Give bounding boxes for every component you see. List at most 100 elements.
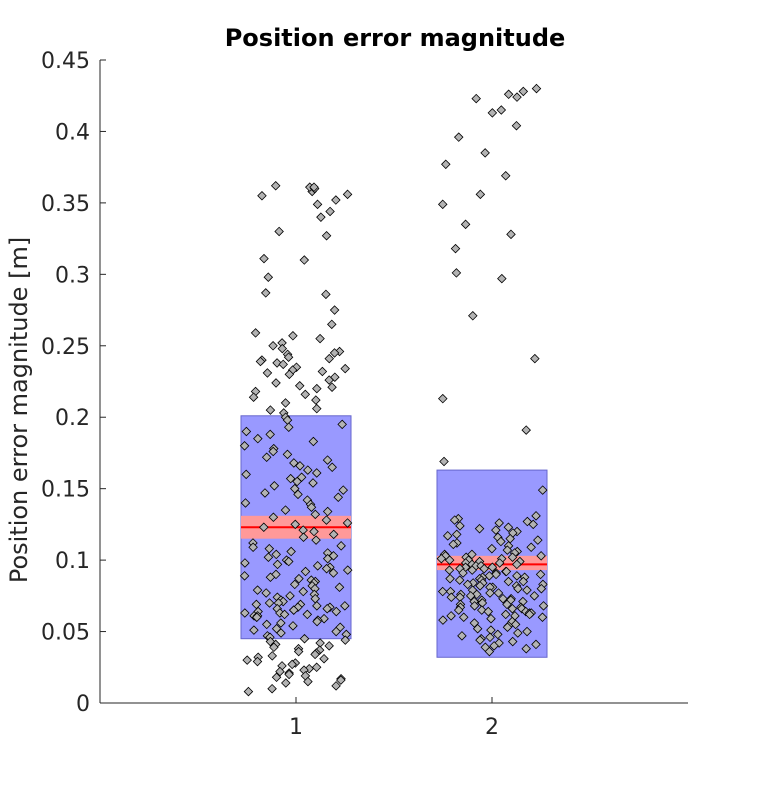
data-point-group-1 xyxy=(288,621,298,631)
data-point-group-2 xyxy=(485,588,495,598)
data-point-group-2 xyxy=(502,545,513,555)
data-point-group-1 xyxy=(267,683,277,694)
data-point-group-2 xyxy=(458,612,469,623)
data-point-group-1 xyxy=(299,255,310,265)
data-point-group-1 xyxy=(279,609,290,620)
data-point-group-1 xyxy=(334,582,345,593)
data-point-group-2 xyxy=(522,626,532,637)
data-point-group-1 xyxy=(289,458,299,468)
data-point-group-2 xyxy=(441,159,451,170)
data-point-group-1 xyxy=(284,422,294,432)
data-point-group-2 xyxy=(467,549,477,560)
data-point-group-2 xyxy=(522,585,532,595)
data-point-group-1 xyxy=(264,543,275,554)
data-point-group-2 xyxy=(487,562,498,573)
data-point-group-2 xyxy=(512,559,522,570)
data-point-group-2 xyxy=(453,132,464,142)
data-point-group-2 xyxy=(501,566,512,577)
x-tick-label: 2 xyxy=(485,715,499,740)
data-point-group-2 xyxy=(438,393,448,404)
data-point-group-1 xyxy=(261,452,272,462)
data-point-group-1 xyxy=(295,461,305,471)
data-point-group-1 xyxy=(252,656,263,667)
data-point-group-2 xyxy=(465,591,476,601)
data-point-group-2 xyxy=(507,552,518,563)
data-point-group-2 xyxy=(518,576,529,587)
data-point-group-1 xyxy=(328,529,339,540)
data-point-group-1 xyxy=(261,619,272,630)
data-point-group-1 xyxy=(252,612,262,623)
data-point-group-1 xyxy=(280,398,291,408)
data-point-group-1 xyxy=(304,663,314,674)
data-point-group-2 xyxy=(489,641,499,651)
data-point-group-2 xyxy=(526,542,536,553)
data-point-group-1 xyxy=(240,608,250,618)
data-point-group-2 xyxy=(487,108,498,118)
data-point-group-2 xyxy=(533,535,543,545)
data-point-group-1 xyxy=(294,381,305,391)
data-point-group-1 xyxy=(284,369,295,380)
data-point-group-1 xyxy=(340,601,350,611)
data-point-group-1 xyxy=(252,585,263,595)
data-point-group-1 xyxy=(262,368,273,378)
data-point-group-1 xyxy=(271,672,282,683)
y-tick-label: 0.1 xyxy=(55,549,90,574)
data-point-group-1 xyxy=(330,372,340,382)
data-point-group-1 xyxy=(239,441,250,451)
data-point-group-2 xyxy=(472,623,483,634)
data-point-group-2 xyxy=(487,543,497,554)
data-point-group-1 xyxy=(285,591,295,601)
data-point-group-2 xyxy=(503,576,514,587)
data-point-group-1 xyxy=(322,553,333,564)
data-point-group-1 xyxy=(321,563,332,574)
data-point-group-1 xyxy=(310,509,321,520)
data-point-group-2 xyxy=(535,569,546,580)
data-point-group-1 xyxy=(280,505,291,515)
data-point-group-2 xyxy=(484,646,495,657)
data-point-group-1 xyxy=(257,190,267,201)
data-point-group-1 xyxy=(331,681,341,691)
data-point-group-1 xyxy=(241,469,251,480)
data-point-group-1 xyxy=(259,522,269,533)
data-point-group-1 xyxy=(239,571,250,581)
data-point-group-1 xyxy=(311,662,322,673)
data-point-group-2 xyxy=(437,586,448,597)
data-point-group-1 xyxy=(331,195,341,205)
data-point-group-2 xyxy=(511,120,522,131)
data-point-group-2 xyxy=(510,619,521,630)
data-point-group-1 xyxy=(259,253,269,264)
data-point-group-1 xyxy=(312,383,322,394)
data-point-group-1 xyxy=(329,305,340,315)
data-point-group-2 xyxy=(524,609,535,620)
data-point-group-1 xyxy=(308,436,319,447)
data-point-group-1 xyxy=(325,206,335,217)
data-point-group-1 xyxy=(340,635,351,645)
y-tick-label: 0.3 xyxy=(55,263,90,288)
data-point-group-2 xyxy=(502,599,512,610)
y-tick-label: 0 xyxy=(76,692,90,717)
data-point-group-1 xyxy=(272,559,283,570)
data-point-group-1 xyxy=(268,446,278,457)
data-point-group-1 xyxy=(240,498,251,508)
y-tick-label: 0.25 xyxy=(41,335,90,360)
data-point-group-2 xyxy=(474,523,485,534)
data-point-group-1 xyxy=(321,515,332,525)
data-point-group-1 xyxy=(263,272,274,282)
data-point-group-1 xyxy=(265,405,276,415)
data-point-group-2 xyxy=(469,601,480,611)
data-point-group-1 xyxy=(276,618,286,628)
data-point-group-1 xyxy=(311,395,321,405)
data-point-group-2 xyxy=(451,268,462,278)
data-point-group-2 xyxy=(462,579,473,590)
data-point-group-1 xyxy=(241,426,252,437)
data-point-group-2 xyxy=(503,89,514,100)
chart-title: Position error magnitude xyxy=(225,24,566,52)
data-point-group-1 xyxy=(271,378,281,388)
data-point-group-1 xyxy=(285,473,296,484)
y-tick-label: 0.35 xyxy=(41,192,90,217)
data-point-group-1 xyxy=(282,449,293,460)
data-point-group-2 xyxy=(450,243,461,254)
data-point-group-1 xyxy=(260,488,270,498)
data-point-group-1 xyxy=(265,429,275,440)
data-point-group-1 xyxy=(275,666,285,677)
